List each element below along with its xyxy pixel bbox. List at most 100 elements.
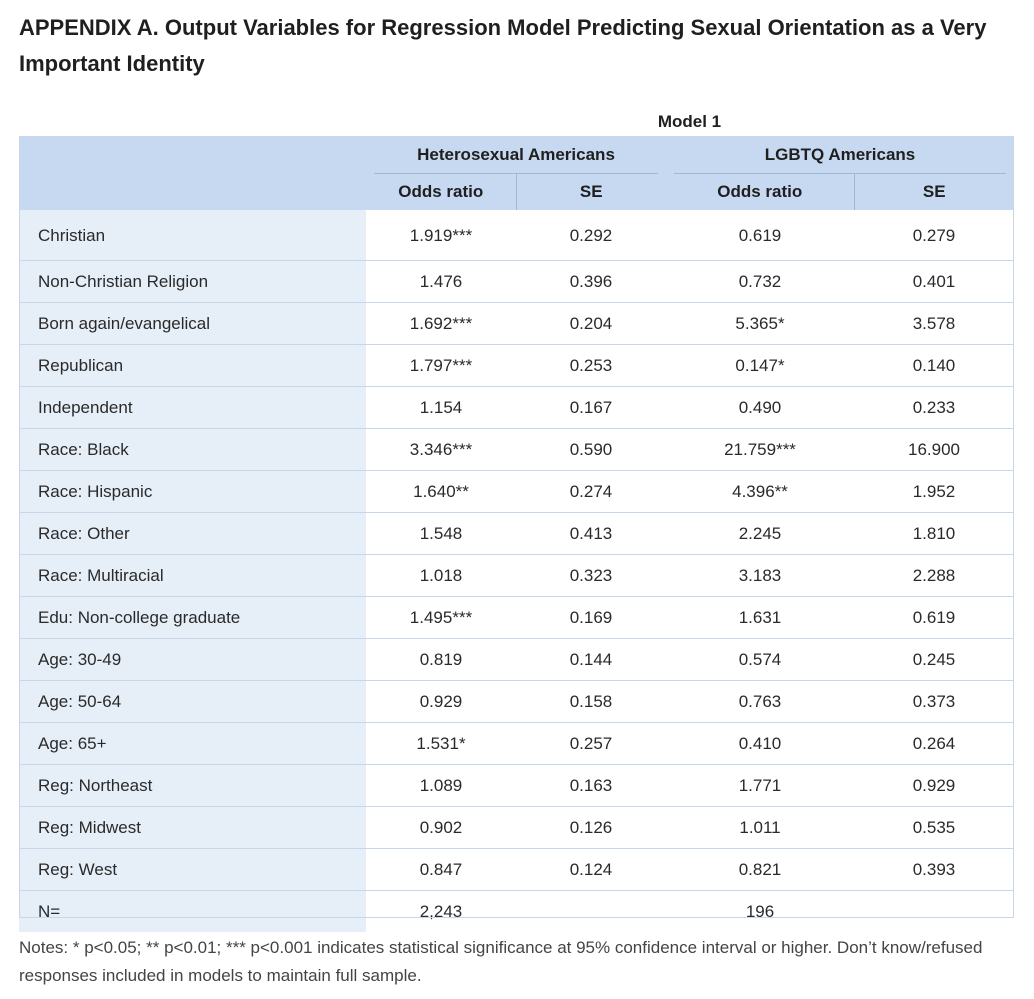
row-label: Reg: West bbox=[19, 848, 366, 891]
cell-het-se: 0.253 bbox=[516, 344, 666, 387]
cell-lgbtq-odds-ratio: 4.396** bbox=[666, 470, 854, 513]
cell-het-odds-ratio: 1.919*** bbox=[409, 226, 473, 245]
table-row: Reg: West 0.847 0.124 0.821 0.393 bbox=[19, 848, 1014, 891]
table-row: Republican 1.797*** 0.253 0.147* 0.140 bbox=[19, 344, 1014, 387]
cell-lgbtq-odds-ratio: 0.490 bbox=[666, 386, 854, 429]
group-header-heterosexual: Heterosexual Americans bbox=[366, 136, 666, 174]
row-label: Race: Hispanic bbox=[19, 470, 366, 513]
cell-het-se: 0.590 bbox=[516, 428, 666, 471]
row-label: N= bbox=[19, 890, 366, 932]
cell-het-odds-ratio: 1.018 bbox=[366, 554, 516, 597]
subheader-row: Odds ratio SE Odds ratio SE bbox=[19, 174, 1014, 210]
cell-het-se: 0.396 bbox=[516, 260, 666, 303]
cell-het-odds-ratio: 1.548 bbox=[366, 512, 516, 555]
page-title: APPENDIX A. Output Variables for Regress… bbox=[19, 15, 987, 76]
cell-lgbtq-odds-ratio: 1.011 bbox=[666, 806, 854, 849]
cell-het-n: 2,243 bbox=[366, 890, 516, 932]
cell-het-odds-ratio: 1.089 bbox=[366, 764, 516, 807]
cell-lgbtq-se: 0.233 bbox=[854, 386, 1014, 429]
row-label: Race: Other bbox=[19, 512, 366, 555]
table-row: Age: 50-64 0.929 0.158 0.763 0.373 bbox=[19, 680, 1014, 723]
cell-lgbtq-odds-ratio: 0.732 bbox=[666, 260, 854, 303]
cell-empty bbox=[854, 890, 1014, 932]
cell-lgbtq-se: 0.619 bbox=[854, 596, 1014, 639]
notes: Notes: * p<0.05; ** p<0.01; *** p<0.001 … bbox=[19, 938, 983, 985]
row-label: Christian bbox=[19, 210, 366, 261]
cell-het-odds-ratio: 1.476 bbox=[366, 260, 516, 303]
cell-het-se: 0.124 bbox=[516, 848, 666, 891]
cell-het-odds-ratio: 0.819 bbox=[366, 638, 516, 681]
cell-het-se: 0.204 bbox=[516, 302, 666, 345]
cell-lgbtq-odds-ratio: 0.410 bbox=[666, 722, 854, 765]
cell-lgbtq-se: 0.264 bbox=[854, 722, 1014, 765]
cell-lgbtq-se: 1.810 bbox=[854, 512, 1014, 555]
group-header-row: Heterosexual Americans LGBTQ Americans bbox=[19, 136, 1014, 174]
table-row: Race: Hispanic 1.640** 0.274 4.396** 1.952 bbox=[19, 470, 1014, 513]
header-empty-cell bbox=[19, 136, 366, 174]
cell-het-se: 0.163 bbox=[516, 764, 666, 807]
table-row: Age: 30-49 0.819 0.144 0.574 0.245 bbox=[19, 638, 1014, 681]
cell-lgbtq-n: 196 bbox=[666, 890, 854, 932]
row-label: Age: 30-49 bbox=[19, 638, 366, 681]
table-row: Edu: Non-college graduate 1.495*** 0.169 1.… bbox=[19, 596, 1014, 639]
table-row: Race: Black 3.346*** 0.590 21.759*** 16.900 bbox=[19, 428, 1014, 471]
cell-het-se: 0.158 bbox=[516, 680, 666, 723]
row-label: Independent bbox=[19, 386, 366, 429]
cell-het-odds-ratio: 0.847 bbox=[366, 848, 516, 891]
cell-lgbtq-odds-ratio: 0.619 bbox=[738, 226, 782, 245]
table-row: Race: Multiracial 1.018 0.323 3.183 2.288 bbox=[19, 554, 1014, 597]
cell-empty bbox=[516, 890, 666, 932]
cell-het-odds-ratio: 1.640** bbox=[366, 470, 516, 513]
row-label: Republican bbox=[19, 344, 366, 387]
header-empty-cell bbox=[19, 174, 366, 210]
cell-lgbtq-se: 0.140 bbox=[854, 344, 1014, 387]
cell-lgbtq-odds-ratio: 3.183 bbox=[666, 554, 854, 597]
cell-lgbtq-odds-ratio: 0.147* bbox=[666, 344, 854, 387]
cell-het-odds-ratio: 0.929 bbox=[366, 680, 516, 723]
table-row: Age: 65+ 1.531* 0.257 0.410 0.264 bbox=[19, 722, 1014, 765]
cell-lgbtq-odds-ratio: 21.759*** bbox=[666, 428, 854, 471]
table-row: Non-Christian Religion 1.476 0.396 0.732 0.4… bbox=[19, 260, 1014, 303]
cell-het-se: 0.323 bbox=[516, 554, 666, 597]
table-row: Race: Other 1.548 0.413 2.245 1.810 bbox=[19, 512, 1014, 555]
cell-lgbtq-se: 0.535 bbox=[854, 806, 1014, 849]
row-label: Born again/evangelical bbox=[19, 302, 366, 345]
cell-lgbtq-se: 3.578 bbox=[854, 302, 1014, 345]
cell-lgbtq-se: 16.900 bbox=[854, 428, 1014, 471]
table-body: Christian 1.919*** 0.292 0.619 0.279 Non-Chri… bbox=[19, 210, 1014, 932]
row-label: Race: Black bbox=[19, 428, 366, 471]
table-row: Reg: Northeast 1.089 0.163 1.771 0.929 bbox=[19, 764, 1014, 807]
cell-lgbtq-se: 1.952 bbox=[854, 470, 1014, 513]
cell-het-se: 0.126 bbox=[516, 806, 666, 849]
cell-lgbtq-odds-ratio: 1.631 bbox=[666, 596, 854, 639]
cell-lgbtq-odds-ratio: 0.574 bbox=[666, 638, 854, 681]
row-label: Age: 50-64 bbox=[19, 680, 366, 723]
model-label: Model 1 bbox=[657, 112, 722, 131]
cell-het-odds-ratio: 0.902 bbox=[366, 806, 516, 849]
table-row: Reg: Midwest 0.902 0.126 1.011 0.535 bbox=[19, 806, 1014, 849]
row-label: Non-Christian Religion bbox=[19, 260, 366, 303]
cell-het-se: 0.413 bbox=[516, 512, 666, 555]
subheader-het-odds-ratio: Odds ratio bbox=[366, 174, 517, 210]
row-label: Reg: Northeast bbox=[19, 764, 366, 807]
cell-lgbtq-odds-ratio: 1.771 bbox=[666, 764, 854, 807]
cell-lgbtq-odds-ratio: 0.821 bbox=[666, 848, 854, 891]
cell-het-odds-ratio: 1.531* bbox=[366, 722, 516, 765]
cell-lgbtq-se: 0.279 bbox=[912, 226, 956, 245]
subheader-lgbtq-odds-ratio: Odds ratio bbox=[666, 174, 855, 210]
row-label: Age: 65+ bbox=[19, 722, 366, 765]
cell-lgbtq-odds-ratio: 0.763 bbox=[666, 680, 854, 723]
cell-het-se: 0.274 bbox=[516, 470, 666, 513]
cell-lgbtq-odds-ratio: 2.245 bbox=[666, 512, 854, 555]
cell-lgbtq-se: 0.245 bbox=[854, 638, 1014, 681]
table-row: Independent 1.154 0.167 0.490 0.233 bbox=[19, 386, 1014, 429]
subheader-het-se: SE bbox=[516, 174, 666, 210]
subheader-lgbtq-se: SE bbox=[854, 174, 1014, 210]
cell-lgbtq-se: 0.401 bbox=[854, 260, 1014, 303]
row-label: Edu: Non-college graduate bbox=[19, 596, 366, 639]
table-row: Christian 1.919*** 0.292 0.619 0.279 bbox=[19, 210, 1014, 261]
cell-het-odds-ratio: 1.495*** bbox=[366, 596, 516, 639]
cell-lgbtq-se: 0.373 bbox=[854, 680, 1014, 723]
cell-het-se: 0.169 bbox=[516, 596, 666, 639]
table-row: Born again/evangelical 1.692*** 0.204 5.365… bbox=[19, 302, 1014, 345]
